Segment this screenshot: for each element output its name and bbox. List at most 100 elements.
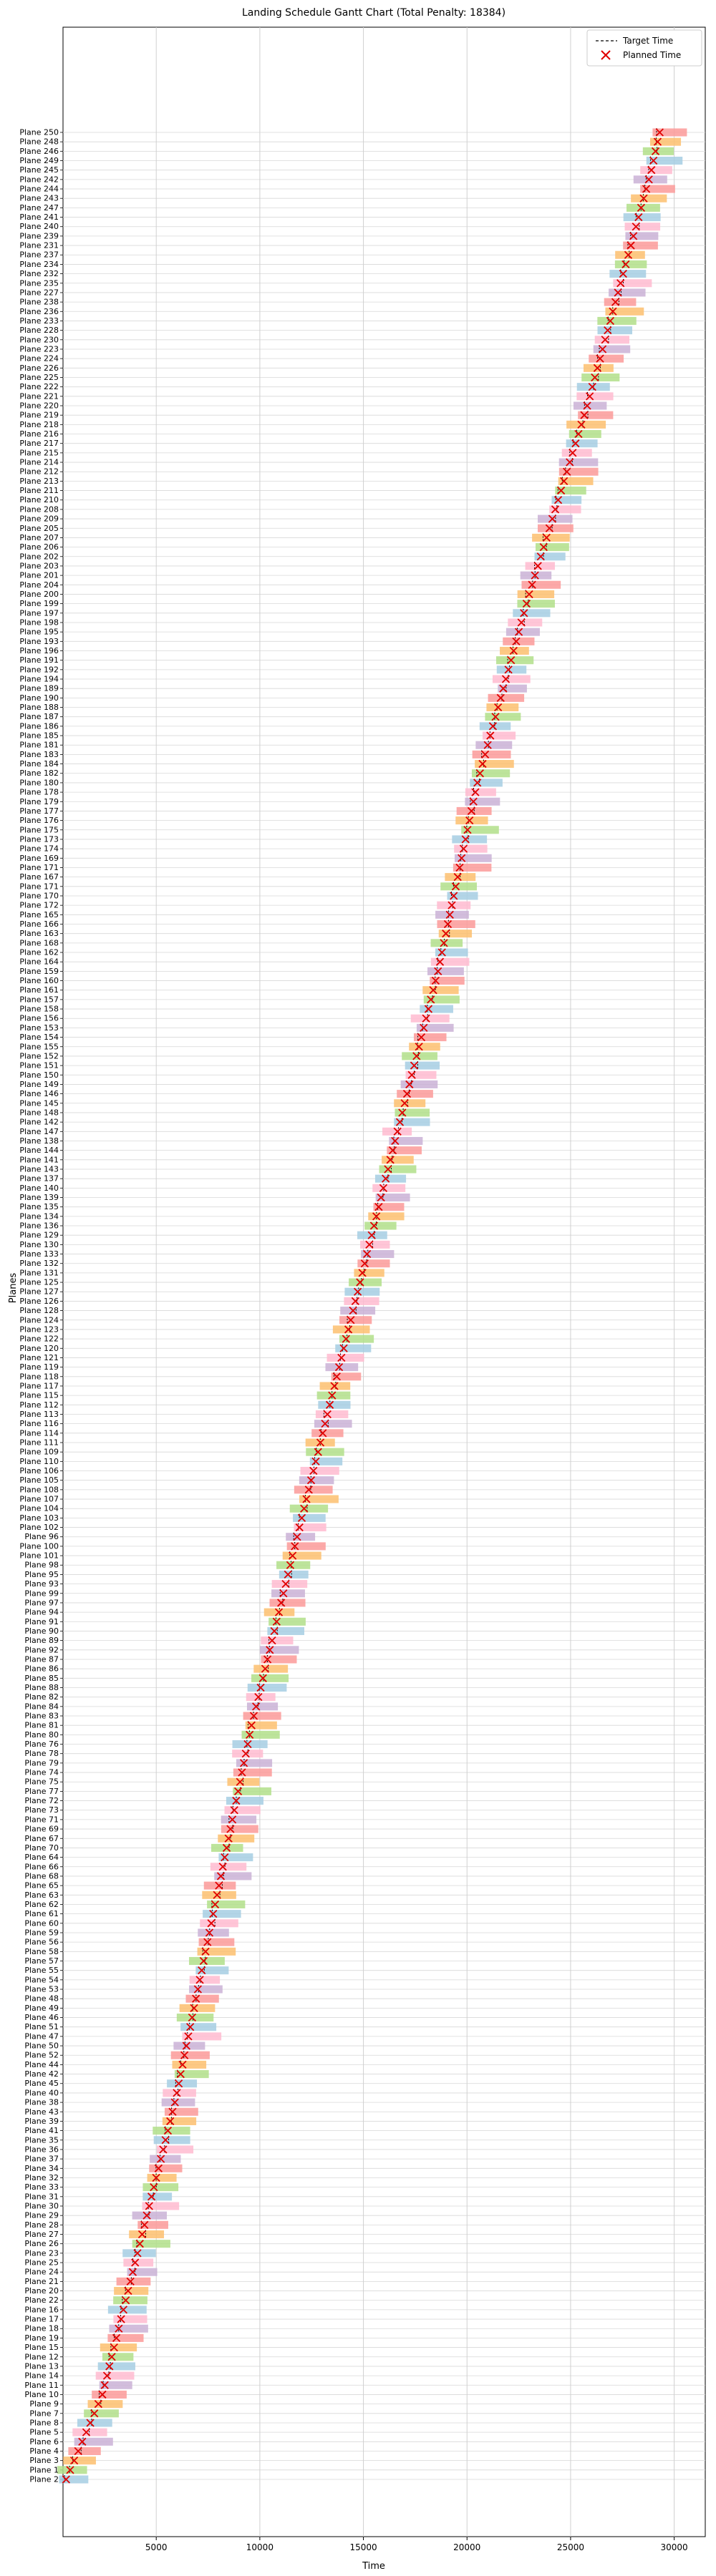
planned-x-stroke [147,2192,156,2201]
y-tick-label: Plane 95 [24,1570,59,1579]
planned-time-marker [563,467,571,476]
window-bar [173,2041,205,2050]
planned-x-stroke [252,1702,261,1711]
y-tick-label: Plane 213 [19,477,59,486]
y-tick-label: Plane 115 [19,1391,59,1400]
y-tick-label: Plane 112 [19,1400,59,1410]
window-bar [102,2353,134,2361]
window-bar [633,175,667,184]
planned-x-stroke [112,2333,121,2343]
planned-time-marker [330,1382,339,1390]
planned-time-marker [596,354,604,363]
window-bar [202,1890,236,1899]
planned-time-marker [117,2315,125,2323]
y-tick-label: Plane 162 [19,948,59,957]
y-tick-label: Plane 83 [24,1712,59,1721]
planned-x-stroke [186,2023,195,2031]
planned-x-stroke [382,1174,390,1183]
window-bar [549,505,581,514]
planned-time-marker [195,1976,204,1984]
planned-time-marker [137,2230,147,2239]
window-bar [127,2268,158,2276]
chart-title: Landing Schedule Gantt Chart (Total Pena… [242,7,505,19]
y-tick-label: Plane 15 [24,2343,59,2352]
planned-time-marker [107,2353,116,2361]
planned-x-stroke [435,957,445,966]
window-bar [613,279,652,288]
y-tick-label: Plane 232 [19,269,59,278]
window-bar [609,288,646,297]
window-bar [420,1005,453,1013]
window-bar [649,137,682,146]
y-tick-label: Plane 86 [24,1664,59,1674]
planned-x-stroke [133,2249,142,2258]
planned-time-marker [533,562,542,570]
planned-x-stroke [486,731,495,740]
y-tick-label: Plane 171 [19,882,59,891]
window-bar [245,1721,277,1729]
planned-time-marker [198,1966,206,1975]
window-bar [373,1203,405,1211]
planned-time-marker [395,1118,405,1126]
planned-time-marker [321,1420,329,1428]
planned-time-marker [263,1655,272,1664]
y-tick-label: Plane 28 [24,2220,59,2230]
planned-x-stroke [400,1099,409,1108]
window-bar [195,1966,229,1975]
planned-x-stroke [215,1881,223,1890]
planned-x-stroke [190,2004,198,2013]
y-tick-label: Plane 179 [19,797,59,806]
window-bar [368,1212,405,1221]
planned-time-marker [391,1136,400,1146]
planned-x-stroke [367,1231,376,1239]
planned-time-marker [365,1240,374,1249]
planned-x-stroke [193,1985,203,1994]
y-tick-label: Plane 33 [24,2182,59,2192]
y-tick-label: Plane 217 [19,439,59,448]
planned-time-marker [300,1504,309,1513]
planned-x-stroke [161,2136,170,2145]
planned-time-marker [69,2457,79,2465]
window-bar [63,2457,96,2465]
planned-time-marker [86,2419,95,2427]
planned-x-stroke [245,1730,254,1739]
planned-time-marker [145,2202,153,2210]
planned-x-stroke [176,2069,185,2079]
planned-x-stroke [606,316,614,326]
planned-x-stroke [504,665,513,674]
planned-x-stroke [577,420,586,429]
planned-x-stroke [344,1325,353,1334]
planned-time-marker [619,269,627,278]
planned-x-stroke [542,533,551,542]
planned-time-marker [218,1863,227,1871]
planned-time-marker [496,693,505,702]
planned-time-marker [593,364,602,372]
planned-time-marker [507,656,516,665]
planned-time-marker [270,1626,279,1636]
window-bar [142,2202,180,2210]
y-tick-label: Plane 220 [19,401,59,411]
y-tick-label: Plane 79 [24,1758,59,1767]
y-tick-label: Plane 160 [19,976,59,985]
planned-x-stroke [442,930,450,938]
planned-time-marker [448,901,456,909]
window-bar [87,2400,123,2409]
planned-x-stroke [316,1438,325,1447]
planned-time-marker [347,1316,355,1324]
planned-x-stroke [571,439,580,448]
planned-x-stroke [531,571,539,580]
planned-time-marker [323,1410,332,1419]
window-bar [162,2117,197,2125]
planned-x-stroke [483,741,492,749]
y-tick-label: Plane 196 [19,646,59,655]
y-tick-label: Plane 108 [19,1485,59,1494]
y-tick-label: Plane 188 [19,703,59,712]
y-tick-label: Plane 6 [29,2437,59,2446]
y-tick-label: Plane 204 [19,580,59,590]
planned-time-marker [119,2306,128,2314]
planned-x-stroke [62,2475,70,2484]
planned-time-marker [277,1599,286,1607]
y-tick-label: Plane 41 [24,2126,59,2135]
window-bar [299,1495,339,1503]
